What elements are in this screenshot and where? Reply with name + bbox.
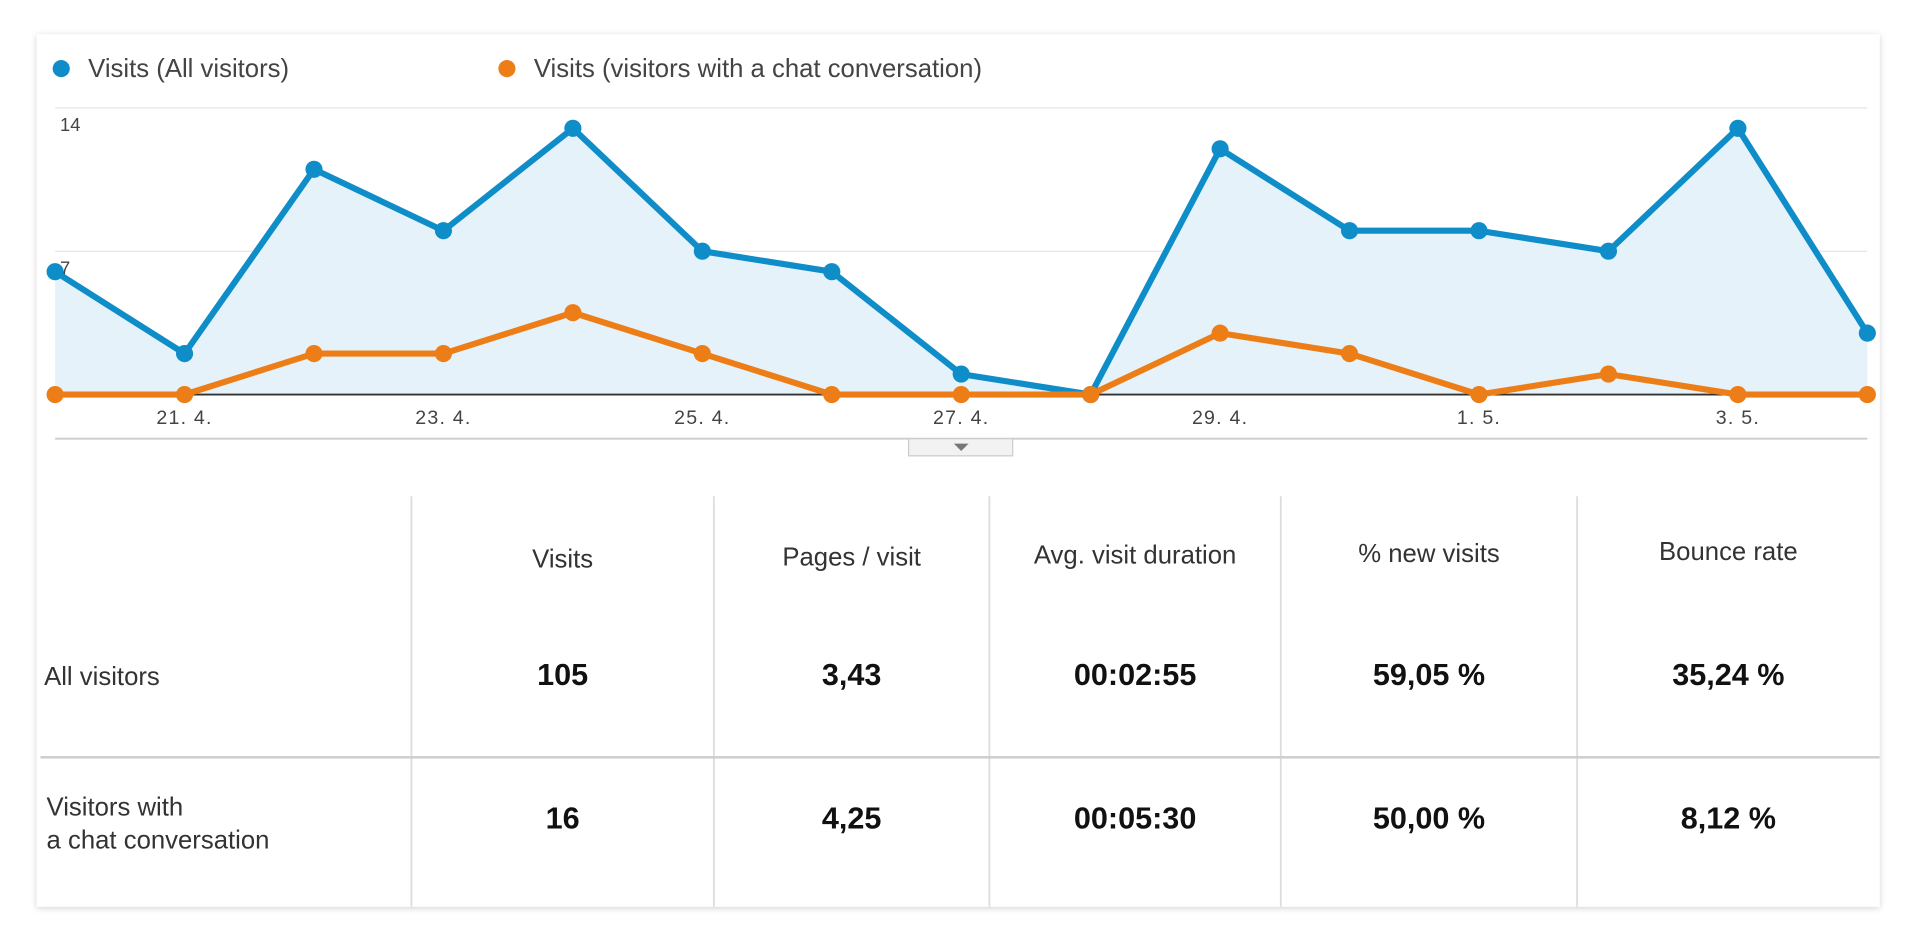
row-label: a chat conversation	[47, 827, 270, 855]
summary-table: Visits Pages / visit Avg. visit duration % …	[40, 496, 1880, 907]
point	[1470, 222, 1488, 240]
cell-value: 105	[537, 658, 588, 692]
cell-value: 3,43	[822, 658, 882, 692]
point	[1470, 385, 1488, 404]
y-tick-label: 7	[60, 257, 70, 278]
point	[1340, 345, 1359, 363]
row-label: Visitors with	[47, 793, 184, 821]
legend-marker	[52, 60, 70, 78]
point	[1340, 222, 1359, 240]
column-header: Pages / visit	[782, 544, 921, 572]
point	[434, 345, 453, 363]
cell-value: 50,00 %	[1373, 801, 1485, 835]
cell-value: 35,24 %	[1672, 658, 1784, 692]
point	[693, 345, 711, 363]
x-tick-label: 1. 5.	[1457, 407, 1501, 429]
point	[564, 304, 582, 322]
point	[46, 263, 64, 281]
point	[1599, 365, 1618, 383]
area	[55, 128, 1868, 395]
point	[823, 385, 841, 404]
y-tick-label: 14	[60, 114, 80, 135]
point	[1082, 385, 1100, 404]
point	[434, 222, 453, 240]
point	[46, 385, 64, 404]
x-tick-label: 29. 4.	[1192, 407, 1248, 429]
legend-label: Visits (visitors with a chat conversatio…	[534, 55, 982, 83]
x-tick-label: 23. 4.	[415, 407, 471, 429]
chart: Visits (All visitors) Visits (visitors wi…	[46, 55, 1876, 429]
point	[1729, 385, 1747, 404]
legend-label: Visits (All visitors)	[88, 55, 289, 83]
legend-marker	[498, 60, 516, 78]
point	[1858, 385, 1876, 404]
point	[1729, 119, 1747, 137]
column-header: % new visits	[1358, 540, 1499, 568]
cell-value: 59,05 %	[1373, 658, 1485, 692]
cell-value: 4,25	[822, 801, 882, 835]
column-header: Visits	[532, 545, 593, 573]
row-label: All visitors	[44, 663, 160, 691]
point	[1211, 324, 1229, 342]
point	[175, 385, 194, 404]
point	[175, 345, 194, 363]
column-header: Bounce rate	[1659, 538, 1798, 566]
cell-value: 00:02:55	[1074, 658, 1196, 692]
point	[1599, 242, 1618, 260]
card	[36, 34, 1880, 907]
cell-value: 16	[546, 801, 580, 835]
x-tick-label: 27. 4.	[933, 407, 989, 429]
x-tick-label: 25. 4.	[674, 407, 730, 429]
point	[693, 242, 711, 260]
point	[952, 385, 970, 404]
collapse-arrow	[953, 443, 969, 451]
point	[564, 119, 582, 137]
point	[305, 345, 323, 363]
column-header: Avg. visit duration	[1034, 542, 1236, 570]
point	[305, 160, 323, 178]
point	[1858, 324, 1876, 342]
x-tick-label: 3. 5.	[1716, 407, 1760, 429]
cell-value: 8,12 %	[1681, 801, 1776, 835]
point	[823, 263, 841, 281]
point	[1211, 140, 1229, 158]
cell-value: 00:05:30	[1074, 801, 1196, 835]
x-tick-label: 21. 4.	[156, 407, 212, 429]
point	[952, 365, 970, 383]
